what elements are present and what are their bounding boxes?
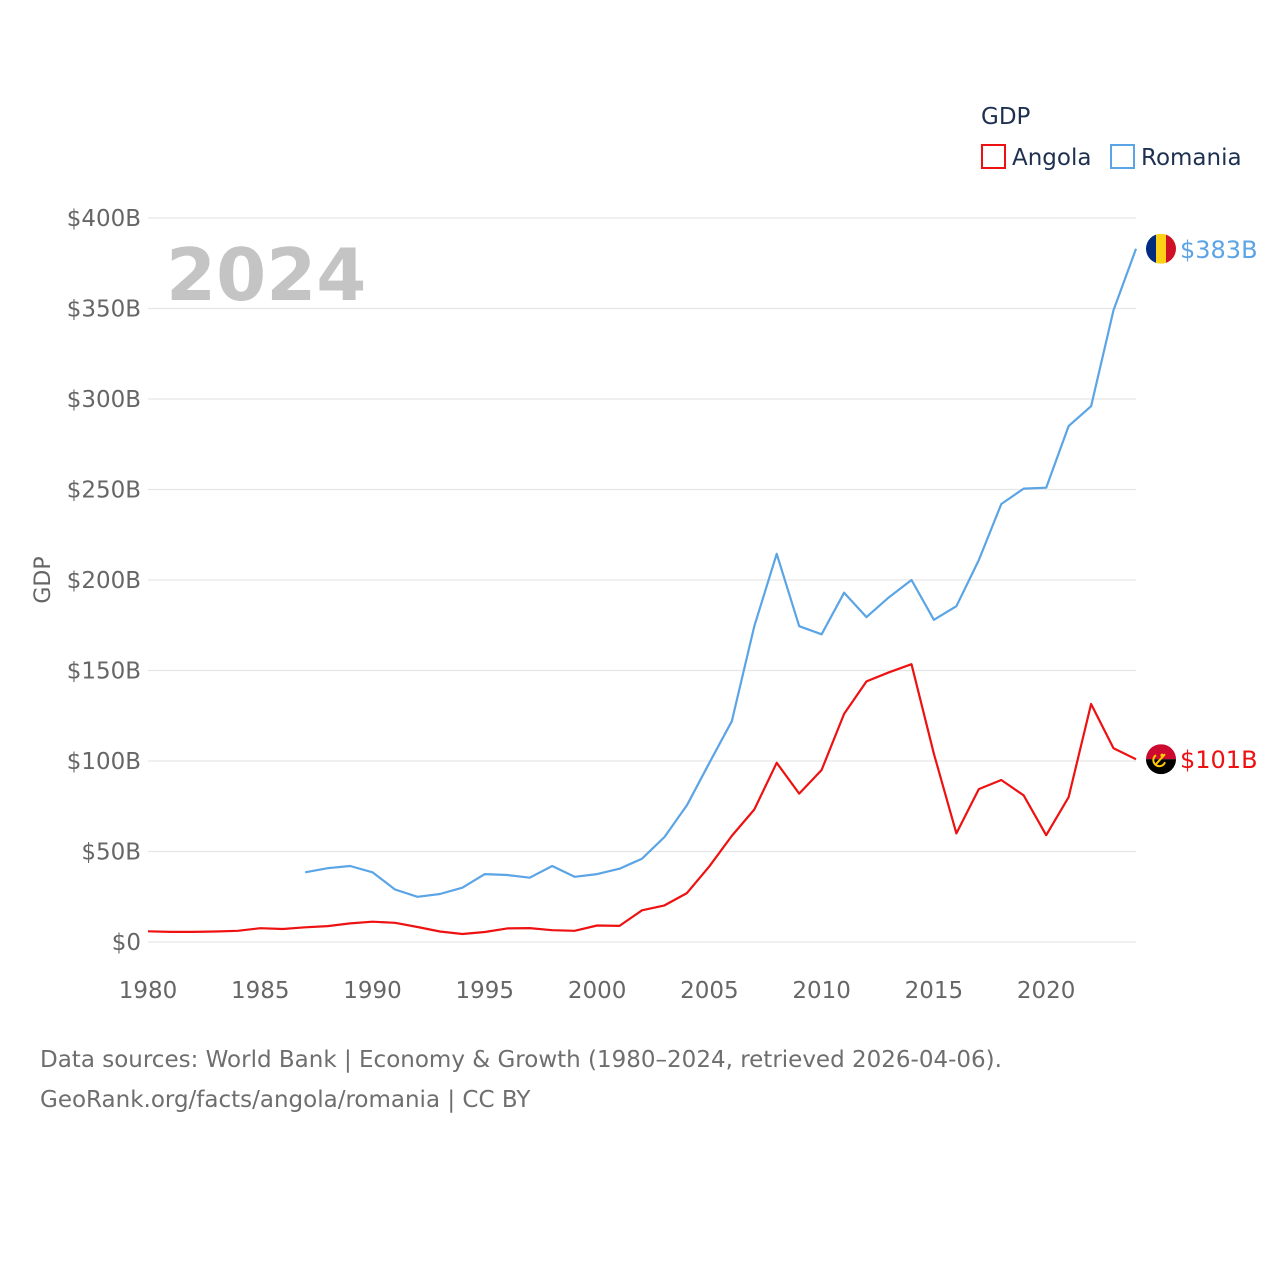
y-tick-label: $0 — [112, 930, 141, 956]
license-line: GeoRank.org/facts/angola/romania | CC BY — [40, 1087, 531, 1113]
x-tick-label: 1985 — [231, 978, 290, 1004]
end-label-romania: $383B — [1180, 236, 1258, 264]
series-line-angola — [147, 663, 1137, 936]
legend-title: GDP — [981, 104, 1031, 130]
legend-item-romania[interactable]: Romania — [1110, 144, 1242, 171]
y-tick-label: $150B — [67, 659, 141, 685]
legend-item-angola[interactable]: Angola — [981, 144, 1091, 171]
y-axis-title: GDP — [31, 556, 56, 603]
legend-label-angola: Angola — [1012, 145, 1091, 171]
x-tick-label: 2005 — [680, 978, 739, 1004]
y-axis-ticks: $0 $50B $100B $150B $200B $250B $300B $350B $400… — [67, 206, 141, 956]
legend: GDP Angola Romania — [981, 104, 1242, 171]
y-tick-label: $200B — [67, 568, 141, 594]
romania-flag-icon — [1146, 233, 1176, 264]
gdp-line-chart: $0 $50B $100B $150B $200B $250B $300B $350B $400… — [31, 104, 1258, 1004]
y-tick-label: $250B — [67, 478, 141, 504]
legend-swatch-romania — [1110, 144, 1135, 169]
series-lines — [147, 248, 1138, 936]
legend-label-romania: Romania — [1141, 145, 1242, 171]
end-label-angola: $101B — [1180, 746, 1258, 774]
data-source-footer: Data sources: World Bank | Economy & Gro… — [40, 1040, 1240, 1120]
grid-lines — [148, 217, 1136, 943]
angola-flag-icon — [1146, 744, 1176, 775]
x-tick-label: 2020 — [1017, 978, 1076, 1004]
x-tick-label: 2000 — [568, 978, 627, 1004]
y-tick-label: $350B — [67, 297, 141, 323]
legend-swatch-angola — [981, 144, 1006, 169]
y-tick-label: $400B — [67, 206, 141, 232]
x-tick-label: 1995 — [456, 978, 515, 1004]
x-axis-ticks: 1980 1985 1990 1995 2000 2005 2010 2015 2020 — [119, 978, 1076, 1004]
y-tick-label: $300B — [67, 387, 141, 413]
x-tick-label: 2010 — [792, 978, 851, 1004]
series-end-markers: $101B $383B — [1146, 233, 1258, 775]
highlight-year: 2024 — [166, 233, 366, 317]
x-tick-label: 1980 — [119, 978, 178, 1004]
x-tick-label: 2015 — [905, 978, 964, 1004]
series-line-romania — [305, 248, 1138, 898]
x-tick-label: 1990 — [343, 978, 402, 1004]
y-tick-label: $50B — [81, 840, 141, 866]
y-tick-label: $100B — [67, 749, 141, 775]
source-line: Data sources: World Bank | Economy & Gro… — [40, 1047, 1002, 1073]
